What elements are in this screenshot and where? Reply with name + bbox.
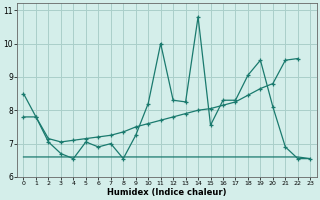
X-axis label: Humidex (Indice chaleur): Humidex (Indice chaleur) bbox=[107, 188, 227, 197]
